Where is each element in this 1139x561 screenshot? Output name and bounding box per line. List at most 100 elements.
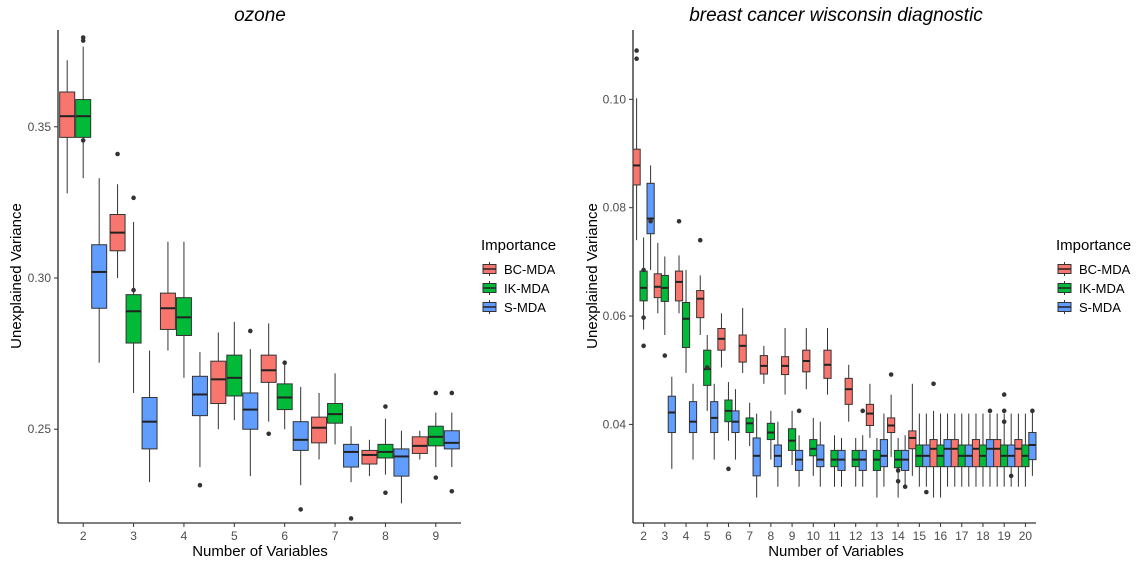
box-body	[844, 377, 853, 405]
box-s-mda-3	[141, 350, 158, 483]
y-tick-label: 0.08	[603, 201, 627, 215]
box-body	[688, 401, 698, 434]
legend-key	[1057, 281, 1072, 295]
box-body	[393, 448, 410, 477]
box-bc-mda-14	[887, 372, 896, 457]
box-body	[696, 290, 705, 319]
panel-title: breast cancer wisconsin diagnostic	[689, 5, 983, 26]
x-tick-label: 9	[789, 529, 796, 543]
box-ik-mda-4	[175, 241, 192, 378]
y-tick-label: 0.06	[603, 309, 627, 323]
outlier-point	[1030, 408, 1035, 414]
box-bc-mda-18	[971, 413, 981, 487]
outlier-point	[931, 381, 936, 387]
box-bc-mda-4	[674, 218, 684, 314]
box-body	[443, 430, 460, 450]
x-tick-label: 2	[80, 529, 87, 543]
box-body	[766, 422, 775, 441]
box-bc-mda-2	[632, 48, 641, 241]
outlier-point	[987, 408, 993, 414]
box-ik-mda-16	[936, 413, 945, 498]
box-body	[865, 403, 875, 426]
x-tick-label: 5	[231, 529, 238, 543]
box-bc-mda-19	[993, 413, 1002, 487]
box-bc-mda-6	[717, 313, 726, 368]
box-bc-mda-20	[1014, 413, 1023, 487]
box-bc-mda-7	[311, 392, 328, 460]
legend-key	[482, 262, 497, 276]
outlier-point	[115, 151, 120, 157]
box-body	[210, 360, 227, 405]
x-tick-label: 16	[934, 529, 948, 543]
box-body	[260, 354, 277, 383]
legend-key	[1057, 300, 1072, 314]
box-s-mda-7	[343, 426, 360, 521]
box-ik-mda-13	[872, 437, 882, 498]
box-bc-mda-7	[738, 307, 747, 373]
x-tick-label: 13	[870, 529, 884, 543]
outlier-point	[924, 489, 929, 495]
box-body	[91, 244, 108, 309]
box-bc-mda-3	[109, 151, 126, 279]
box-body	[159, 292, 176, 330]
outlier-point	[634, 56, 639, 62]
box-bc-mda-3	[653, 242, 662, 314]
box-ik-mda-7	[327, 373, 344, 445]
x-tick-label: 4	[181, 529, 188, 543]
box-s-mda-13	[879, 413, 889, 487]
outlier-point	[726, 466, 731, 472]
x-tick-label: 7	[332, 529, 339, 543]
y-tick-label: 0.04	[603, 417, 627, 431]
box-s-mda-15	[922, 413, 931, 495]
box-bc-mda-12	[844, 364, 853, 422]
box-s-mda-7	[752, 413, 761, 498]
outlier-point	[641, 267, 646, 273]
box-s-mda-6	[292, 386, 309, 512]
box-body	[950, 439, 959, 468]
box-body	[674, 270, 684, 302]
box-bc-mda-5	[210, 332, 227, 430]
legend-title: Importance	[481, 237, 556, 254]
box-s-mda-6	[731, 389, 740, 460]
x-tick-label: 7	[746, 529, 753, 543]
box-ik-mda-19	[1000, 392, 1009, 487]
box-ik-mda-10	[809, 417, 818, 476]
ozone-plot-panel: 0.25 0.30 0.35 2 3 4 5 6 7 8 9	[28, 30, 461, 543]
box-s-mda-5	[710, 383, 719, 460]
box-s-mda-17	[964, 413, 973, 487]
outlier-point	[1001, 419, 1007, 424]
outlier-point	[662, 353, 668, 358]
box-bc-mda-9	[411, 430, 428, 460]
legend-label: IK-MDA	[1079, 281, 1125, 296]
outlier-point	[641, 343, 646, 349]
x-tick-label: 5	[704, 529, 711, 543]
outlier-point	[348, 516, 354, 521]
legend-label: BC-MDA	[504, 262, 556, 277]
box-body	[646, 182, 655, 235]
legend: Importance BC-MDA IK-MDA S-MDA	[481, 237, 556, 315]
outlier-point	[131, 287, 136, 293]
outlier-point	[282, 360, 287, 365]
box-bc-mda-5	[696, 237, 705, 336]
box-body	[667, 395, 676, 434]
box-ik-mda-3	[660, 256, 669, 358]
box-s-mda-9	[443, 390, 460, 494]
box-ik-mda-4	[681, 269, 691, 373]
box-body	[929, 439, 938, 468]
outlier-point	[80, 138, 86, 143]
legend-label: S-MDA	[504, 300, 546, 315]
box-body	[830, 449, 839, 468]
outlier-point	[131, 195, 136, 201]
box-body	[759, 355, 768, 375]
outlier-point	[902, 484, 908, 490]
y-tick-label: 0.35	[28, 120, 52, 134]
box-bc-mda-15	[908, 383, 917, 476]
box-body	[738, 334, 747, 363]
box-body	[1014, 439, 1023, 468]
box-s-mda-14	[901, 435, 910, 490]
box-s-mda-10	[816, 421, 825, 487]
box-body	[141, 396, 158, 450]
box-ik-mda-2	[639, 237, 648, 349]
outlier-point	[1001, 392, 1007, 397]
outlier-point	[676, 218, 682, 224]
